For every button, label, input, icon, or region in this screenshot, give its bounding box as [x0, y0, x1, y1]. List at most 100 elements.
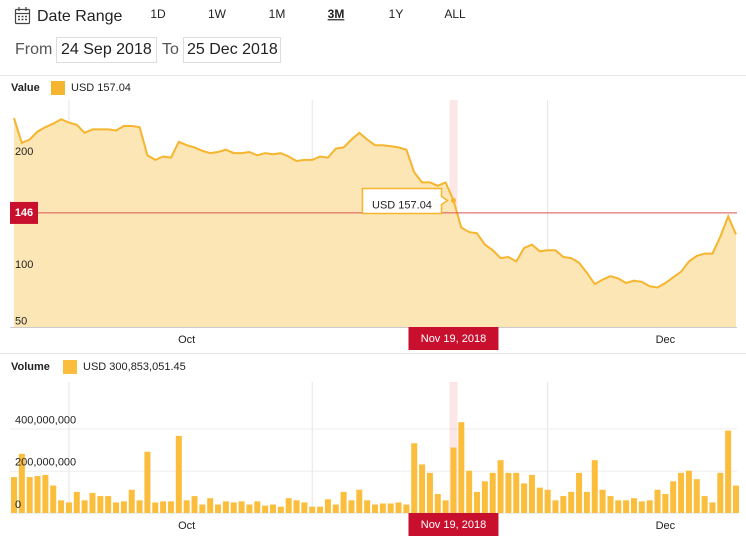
area — [14, 118, 736, 327]
crosshair-y-label: 146 — [15, 207, 33, 219]
bar — [97, 496, 104, 513]
bar — [277, 506, 284, 513]
bar — [11, 477, 17, 513]
bar — [701, 496, 708, 513]
crosshair-x-box — [408, 513, 499, 536]
legend-label: USD 300,853,051.45 — [83, 361, 186, 373]
bar — [426, 472, 433, 513]
bar — [379, 503, 386, 513]
y-tick-label: 100 — [15, 259, 33, 271]
bar — [238, 501, 245, 513]
bar — [81, 500, 88, 513]
bar — [536, 487, 543, 513]
bar — [113, 502, 120, 513]
bar — [458, 422, 465, 513]
y-tick-label: 200,000,000 — [15, 457, 76, 469]
bar — [160, 501, 167, 513]
range-button[interactable]: 1Y — [389, 7, 404, 21]
bar — [144, 451, 151, 513]
bar — [678, 472, 685, 513]
bar — [222, 501, 229, 513]
from-date[interactable]: 24 Sep 2018 — [61, 41, 152, 58]
from-input[interactable] — [56, 37, 157, 63]
range-button[interactable]: 1M — [269, 7, 286, 21]
y-tick-label: 200 — [15, 146, 33, 158]
bar — [670, 481, 677, 513]
bar — [285, 498, 292, 513]
bar — [615, 500, 622, 513]
bar — [544, 489, 551, 513]
to-label: To — [162, 41, 179, 58]
bar — [411, 443, 418, 513]
bar — [568, 491, 575, 513]
chart-title: Value — [11, 82, 40, 94]
bar — [262, 505, 269, 513]
crosshair-x-box — [408, 327, 499, 350]
bar — [599, 489, 606, 513]
x-tick-label: Oct — [178, 334, 195, 346]
bar — [419, 464, 426, 513]
bar — [128, 489, 135, 513]
bar — [725, 430, 732, 513]
crosshair-x-label: Nov 19, 2018 — [421, 519, 486, 531]
range-button[interactable]: 1W — [208, 7, 227, 21]
bar — [489, 472, 496, 513]
bar — [18, 453, 25, 513]
bar — [175, 435, 182, 513]
bar — [709, 502, 716, 513]
range-buttons: 1D 1W 1M 3M 1Y ALL — [150, 7, 466, 21]
x-tick-label: Dec — [656, 520, 676, 532]
bar — [733, 485, 739, 513]
y-tick-label: 400,000,000 — [15, 414, 76, 426]
bar — [332, 504, 339, 513]
bar — [191, 496, 198, 513]
bar — [505, 472, 512, 513]
bar — [693, 479, 700, 513]
bar — [513, 472, 520, 513]
legend-label: USD 157.04 — [71, 82, 131, 94]
bar — [34, 476, 41, 513]
bar — [630, 498, 637, 513]
crosshair-x-label: Nov 19, 2018 — [421, 333, 486, 345]
to-date[interactable]: 25 Dec 2018 — [187, 41, 278, 58]
bar — [654, 489, 661, 513]
bar — [623, 500, 630, 513]
x-tick-label: Oct — [178, 520, 195, 532]
range-button[interactable]: 3M — [328, 7, 345, 21]
bar — [607, 496, 614, 513]
bar — [481, 481, 488, 513]
to-input[interactable] — [183, 37, 281, 63]
bar — [591, 460, 598, 513]
bar — [521, 483, 528, 513]
y-tick-label: 50 — [15, 315, 27, 327]
crosshair-y-box — [10, 201, 38, 224]
y-tick-label: 0 — [15, 499, 21, 511]
bar — [309, 506, 316, 513]
bar — [583, 491, 590, 513]
bar — [269, 504, 276, 513]
bar — [497, 460, 504, 513]
bar — [662, 493, 669, 513]
bar — [293, 500, 300, 513]
bar — [152, 502, 159, 513]
tooltip-box — [361, 187, 449, 215]
bar — [58, 500, 65, 513]
bar — [89, 492, 96, 513]
range-button[interactable]: 1D — [150, 7, 166, 21]
bar — [26, 477, 33, 513]
bar — [638, 501, 645, 513]
bar — [183, 500, 190, 513]
tooltip-label: USD 157.04 — [372, 199, 432, 211]
bar — [356, 489, 363, 513]
bar — [50, 485, 57, 513]
bar — [364, 500, 371, 513]
calendar-icon — [14, 7, 31, 25]
chart-title: Volume — [11, 361, 50, 373]
bar — [199, 504, 206, 513]
bar — [207, 498, 214, 513]
bar — [120, 501, 127, 513]
bar — [317, 506, 324, 513]
range-button[interactable]: ALL — [444, 7, 466, 21]
